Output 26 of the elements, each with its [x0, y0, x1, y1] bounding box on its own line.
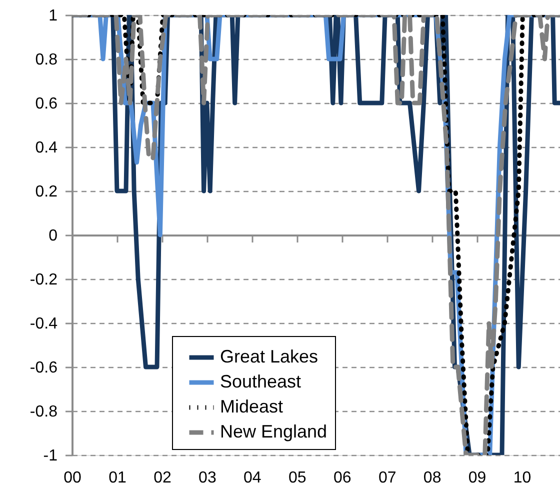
x-tick-label: 07 [378, 470, 396, 486]
y-tick-label: 0.6 [35, 96, 58, 112]
x-tick-label: 04 [244, 470, 262, 486]
y-tick-label: 1 [48, 8, 58, 24]
x-tick-label: 05 [288, 470, 306, 486]
y-tick-label: -0.6 [30, 360, 58, 376]
y-tick-label: -0.2 [30, 272, 58, 288]
legend-label: New England [220, 422, 328, 442]
y-tick-label: 0 [48, 228, 58, 244]
legend-label: Great Lakes [220, 346, 318, 366]
y-tick-label: -0.4 [30, 316, 58, 332]
x-tick-label: 08 [423, 470, 442, 486]
y-tick-label: -0.8 [30, 404, 58, 420]
x-tick-label: 01 [108, 470, 126, 486]
x-tick-label: 09 [468, 470, 486, 486]
y-tick-label: 0.8 [35, 52, 58, 68]
legend-label: Southeast [220, 372, 302, 392]
x-tick-label: 02 [154, 470, 172, 486]
x-tick-label: 00 [64, 470, 82, 486]
x-tick-label: 03 [198, 470, 216, 486]
y-tick-label: 0.2 [35, 184, 58, 200]
y-tick-label: -1 [43, 448, 58, 464]
y-tick-label: 0.4 [35, 140, 58, 156]
x-tick-label: 06 [333, 470, 352, 486]
x-tick-label: 10 [513, 470, 532, 486]
legend-label: Mideast [220, 396, 284, 416]
